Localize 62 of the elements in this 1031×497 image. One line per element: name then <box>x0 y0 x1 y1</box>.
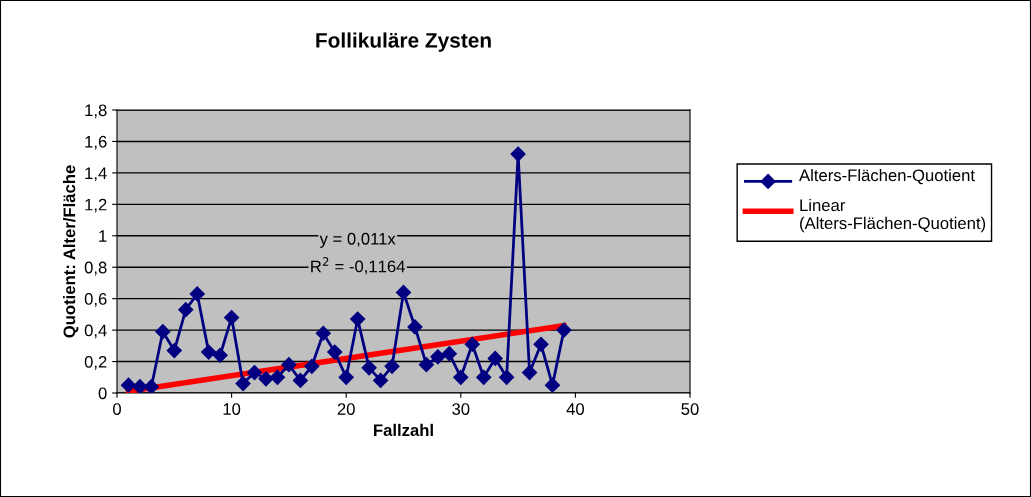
y-tick-label: 0,6 <box>84 293 107 307</box>
point <box>430 349 446 365</box>
point <box>464 336 480 352</box>
point <box>189 286 205 302</box>
point <box>544 377 561 393</box>
point <box>407 319 423 335</box>
point <box>350 311 366 327</box>
point <box>292 372 308 388</box>
y-tick-label: 0,4 <box>84 324 107 339</box>
legend-label: Alters-Flächen-Quotient <box>799 168 975 185</box>
y-tick-label: 0,8 <box>84 261 107 276</box>
point <box>315 325 331 341</box>
point <box>132 379 148 393</box>
point <box>143 379 159 393</box>
x-tick-label: 20 <box>337 403 355 415</box>
point <box>395 284 412 300</box>
point <box>201 344 217 360</box>
x-axis-title: Fallzahl <box>374 423 433 437</box>
chart-title: Follikuläre Zysten <box>316 32 491 52</box>
point <box>418 357 434 373</box>
x-tick-label: 30 <box>452 403 470 415</box>
legend-label: Linear (Alters-Flächen-Quotient) <box>800 198 986 233</box>
point <box>338 369 354 385</box>
point <box>384 358 400 374</box>
y-axis-title: Quotient: Alter/Fläche <box>63 165 79 338</box>
point <box>166 342 182 359</box>
point <box>453 369 469 385</box>
point <box>281 357 297 373</box>
point <box>258 371 274 387</box>
point <box>361 360 377 376</box>
point <box>556 322 572 338</box>
point <box>155 324 171 340</box>
y-tick-label: 1,8 <box>85 104 107 119</box>
y-tick-label: 0,2 <box>84 355 107 370</box>
y-tick-label: 1 <box>99 230 107 242</box>
y-tick-label: 1,2 <box>85 198 107 213</box>
point <box>269 369 286 385</box>
x-tick-label: 40 <box>566 403 585 415</box>
point <box>533 336 549 352</box>
point <box>510 146 526 162</box>
point <box>224 309 240 326</box>
y-tick-label: 1,6 <box>85 135 107 150</box>
x-tick-label: 50 <box>681 403 699 415</box>
x-tick-label: 10 <box>223 403 241 415</box>
point <box>487 350 503 366</box>
point <box>235 375 251 392</box>
point <box>499 369 515 385</box>
point <box>327 344 343 360</box>
y-tick-label: 0 <box>98 387 107 400</box>
point <box>212 347 228 363</box>
annotation: y = 0,011x <box>319 232 396 248</box>
point <box>521 364 538 381</box>
point <box>373 372 389 388</box>
y-tick-label: 1,4 <box>85 167 107 182</box>
point <box>178 302 194 318</box>
point <box>476 369 492 385</box>
point <box>441 346 457 362</box>
point <box>246 364 263 381</box>
annotation: R$^{2}$ = -0,1164 <box>311 257 405 275</box>
point <box>120 377 137 393</box>
point <box>304 358 320 374</box>
x-tick-label: 0 <box>113 403 121 415</box>
